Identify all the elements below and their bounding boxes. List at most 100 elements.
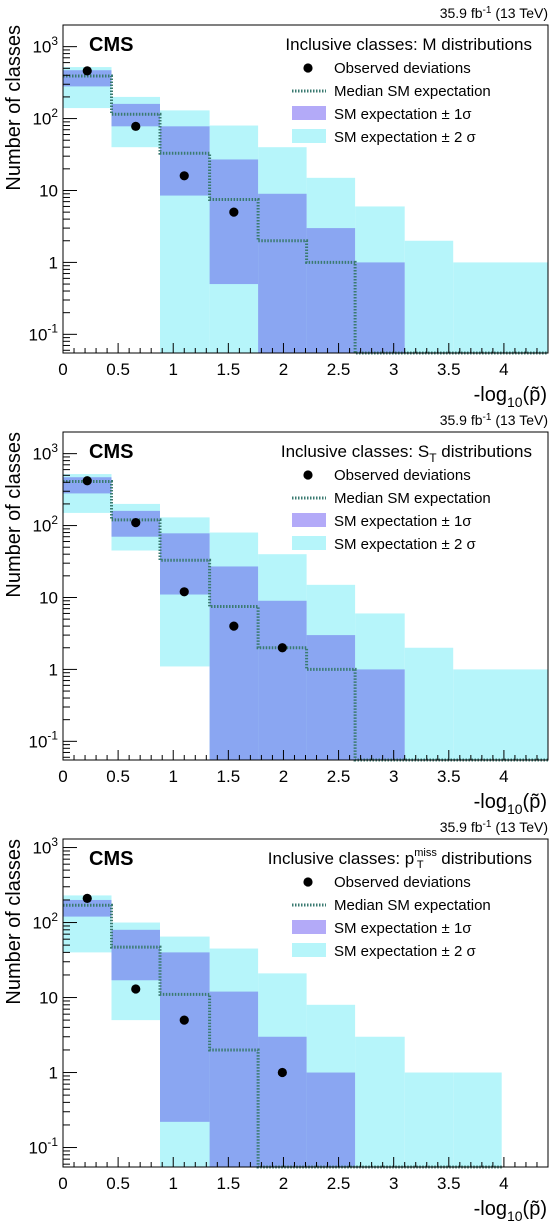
x-tick-label: 3 (389, 767, 398, 786)
band-1sigma-bar (355, 669, 405, 760)
y-tick-label: 103 (32, 441, 58, 464)
y-tick-label: 1 (49, 1064, 58, 1083)
legend-band2-marker (292, 536, 326, 550)
observed-point (229, 621, 239, 631)
observed-point (277, 643, 287, 653)
observed-point (82, 66, 92, 76)
y-tick-label: 102 (32, 106, 58, 129)
legend-band2-label: SM expectation ± 2 σ (334, 943, 476, 960)
y-tick-label: 102 (32, 513, 58, 536)
y-tick-label: 1 (49, 660, 58, 679)
band-1sigma-bar (306, 1072, 356, 1167)
x-tick-label: 4 (499, 360, 508, 379)
band-1sigma-bar (306, 228, 356, 353)
legend-observed-marker (303, 470, 313, 480)
x-tick-label: 0.5 (106, 767, 130, 786)
legend-observed-label: Observed deviations (334, 467, 471, 484)
band-1sigma-bar (258, 1036, 307, 1167)
band-2sigma-bar (453, 262, 548, 353)
x-tick-label: 1.5 (217, 360, 241, 379)
observed-point (179, 171, 189, 181)
x-tick-label: 0 (58, 360, 67, 379)
cms-label: CMS (89, 34, 133, 56)
observed-point (82, 893, 92, 903)
band-1sigma-bar (209, 566, 259, 760)
y-axis-label: Number of classes (3, 839, 25, 1005)
legend-observed-label: Observed deviations (334, 60, 471, 77)
x-axis-label: -log10(p̃) (474, 1198, 547, 1221)
band-2sigma-bar (404, 240, 454, 353)
x-tick-label: 2 (279, 360, 288, 379)
legend-band1-marker (292, 106, 326, 120)
chart-panel-st: 0 0.5 1 1.5 2 2.5 3 3.5 4 10-1 1 10 102 103 Number of … (0, 407, 551, 814)
legend-band2-marker (292, 129, 326, 143)
x-tick-label: 2 (279, 1174, 288, 1193)
legend-band2-label: SM expectation ± 2 σ (334, 129, 476, 146)
band-1sigma-bar (258, 600, 307, 760)
observed-point (229, 207, 239, 217)
x-tick-label: 1.5 (217, 767, 241, 786)
cms-label: CMS (89, 441, 133, 463)
legend-median-label: Median SM expectation (334, 83, 491, 100)
x-tick-label: 0 (58, 767, 67, 786)
x-tick-label: 3 (389, 360, 398, 379)
band-1sigma-bar (258, 193, 307, 353)
y-tick-label: 10 (39, 989, 58, 1008)
band-2sigma-bar (404, 1072, 454, 1167)
band-1sigma-bar (111, 929, 160, 981)
band-2sigma-bar (404, 647, 454, 760)
x-tick-label: 3.5 (437, 767, 461, 786)
band-2sigma-bar (453, 669, 548, 760)
band-1sigma-bar (306, 635, 356, 760)
chart-panel-ptmiss: 0 0.5 1 1.5 2 2.5 3 3.5 4 10-1 1 10 102 103 Number of … (0, 814, 551, 1221)
band-1sigma-bar (111, 103, 160, 127)
x-tick-label: 1 (168, 360, 177, 379)
band-1sigma-bar (209, 159, 259, 285)
y-tick-label: 103 (32, 835, 58, 858)
y-axis-label: Number of classes (3, 432, 25, 598)
y-tick-label: 103 (32, 34, 58, 57)
chart-title: Inclusive classes: ST distributions (281, 442, 532, 465)
chart-panel-m: 0 0.5 1 1.5 2 2.5 3 3.5 4 10-1 1 10 102 103 Number of … (0, 0, 551, 407)
y-axis-label: Number of classes (3, 25, 25, 191)
x-tick-label: 4 (499, 767, 508, 786)
y-tick-label: 1 (49, 253, 58, 272)
chart-title: Inclusive classes: pmiss T distributions (268, 847, 532, 871)
x-tick-label: 2.5 (327, 360, 351, 379)
y-tick-label: 10-1 (29, 322, 59, 345)
observed-point (179, 587, 189, 597)
x-tick-label: 3.5 (437, 1174, 461, 1193)
x-tick-label: 4 (499, 1174, 508, 1193)
band-1sigma-bar (160, 533, 210, 595)
observed-point (131, 517, 141, 528)
legend-median-label: Median SM expectation (334, 897, 491, 914)
median-sm-line (63, 74, 548, 355)
x-tick-label: 0.5 (106, 360, 130, 379)
chart-title: Inclusive classes: M distributions (285, 35, 532, 54)
band-1sigma-bar (160, 952, 210, 1122)
cms-label: CMS (89, 848, 133, 870)
legend-observed-marker (303, 877, 313, 887)
y-tick-label: 102 (32, 910, 58, 933)
legend-median-label: Median SM expectation (334, 490, 491, 507)
observed-point (82, 476, 92, 486)
x-tick-label: 1 (168, 767, 177, 786)
x-tick-label: 2.5 (327, 1174, 351, 1193)
chart-svg-m: 0 0.5 1 1.5 2 2.5 3 3.5 4 10-1 1 10 102 103 Number of … (3, 5, 549, 407)
observed-point (131, 121, 141, 131)
x-tick-label: 3 (389, 1174, 398, 1193)
x-tick-label: 1.5 (217, 1174, 241, 1193)
legend-observed-marker (303, 63, 313, 73)
x-tick-label: 3.5 (437, 360, 461, 379)
legend-band1-label: SM expectation ± 1σ (334, 513, 472, 530)
observed-point (277, 1067, 287, 1078)
y-tick-label: 10-1 (29, 1135, 59, 1158)
band-2sigma-bar (355, 1036, 405, 1167)
x-tick-label: 0 (58, 1174, 67, 1193)
y-tick-label: 10 (39, 181, 58, 200)
x-tick-label: 2 (279, 767, 288, 786)
band-1sigma-bar (160, 126, 210, 196)
legend-band1-label: SM expectation ± 1σ (334, 920, 472, 937)
band-1sigma-bar (355, 262, 405, 353)
legend-observed-label: Observed deviations (334, 874, 471, 891)
